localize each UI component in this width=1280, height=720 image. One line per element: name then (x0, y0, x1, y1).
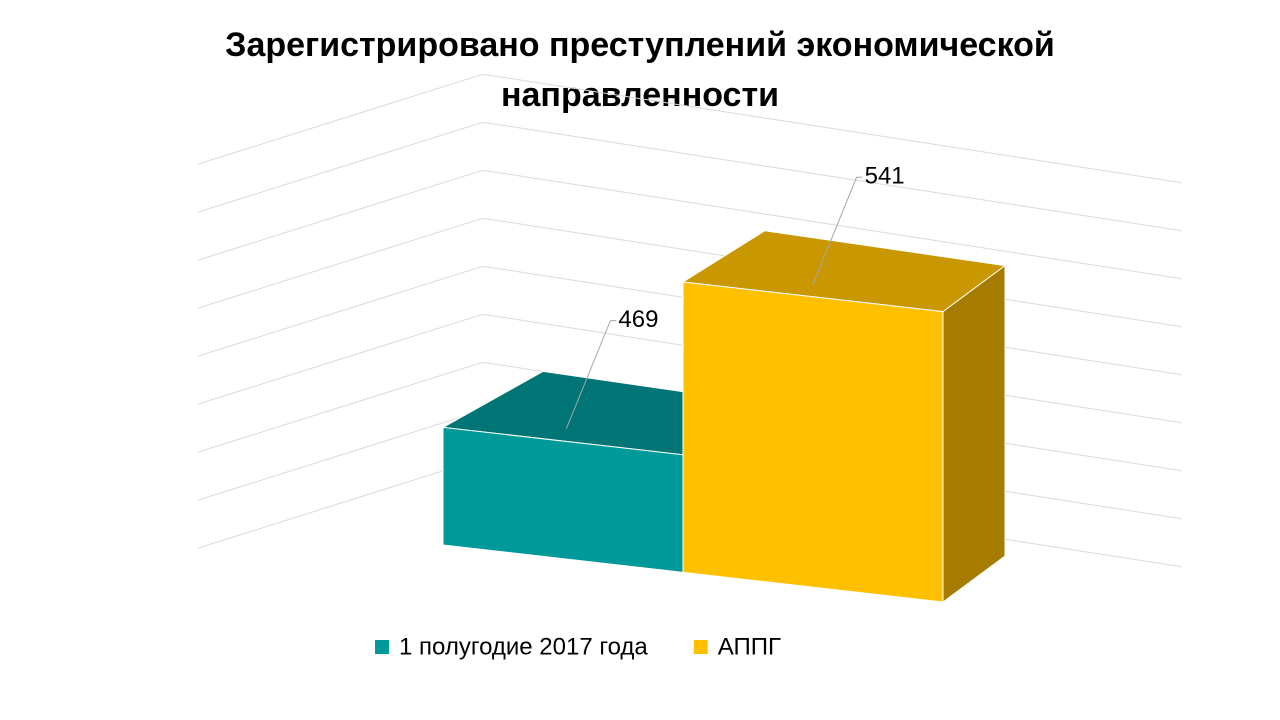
label-leader (565, 320, 617, 429)
legend-swatch (693, 640, 708, 654)
label-leader (812, 176, 863, 286)
data-label: 541 (865, 163, 905, 190)
grid-line (197, 169, 1182, 280)
grid-line (197, 73, 1182, 184)
grid-line (197, 121, 1182, 232)
data-label: 469 (618, 306, 658, 333)
bar-side (942, 264, 1006, 603)
legend-label: АППГ (718, 633, 781, 660)
legend-label: 1 полугодие 2017 года (399, 633, 648, 660)
bar (681, 230, 1007, 603)
chart-title: Зарегистрировано преступлений экономичес… (225, 26, 1055, 114)
legend-swatch (375, 640, 389, 654)
bar-front (682, 281, 944, 603)
